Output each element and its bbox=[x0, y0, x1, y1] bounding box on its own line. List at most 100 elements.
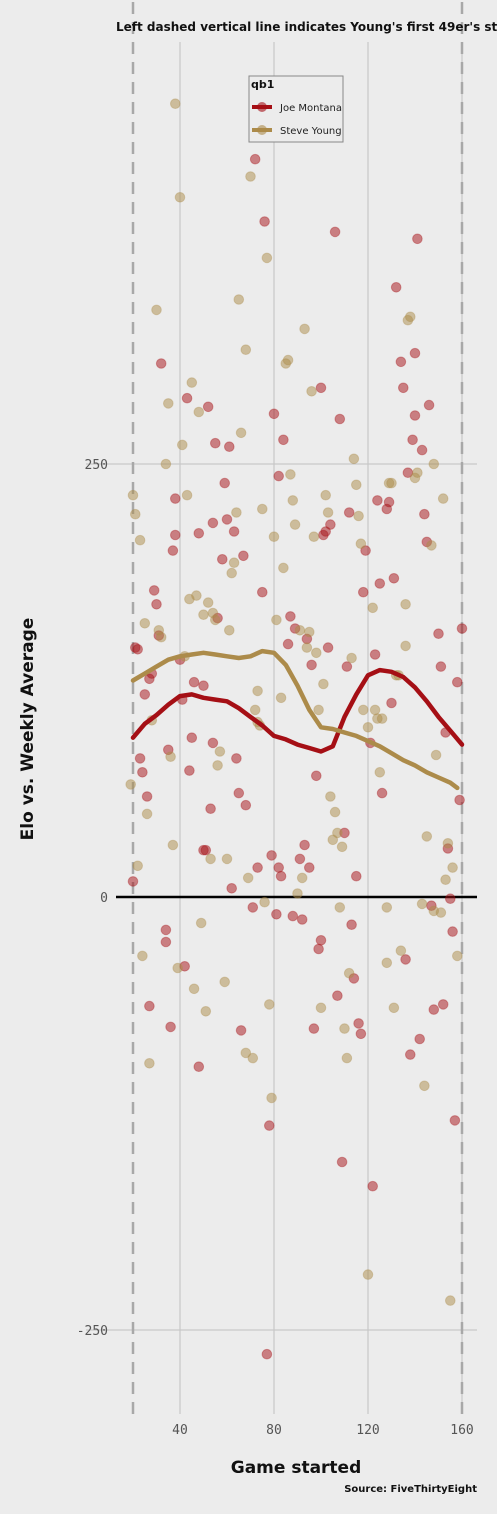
joe-montana-point bbox=[407, 434, 418, 446]
joe-montana-point bbox=[184, 765, 195, 776]
steve-young-point bbox=[172, 962, 183, 974]
steve-young-point bbox=[426, 540, 437, 551]
joe-montana-point bbox=[433, 628, 444, 640]
steve-young-point bbox=[336, 841, 348, 853]
steve-young-point bbox=[233, 294, 245, 305]
joe-montana-point bbox=[452, 676, 463, 688]
steve-young-point bbox=[296, 872, 308, 884]
steve-young-point bbox=[395, 945, 407, 957]
y-tick-label: 250 bbox=[85, 458, 108, 473]
joe-montana-point bbox=[416, 444, 428, 456]
steve-young-point bbox=[419, 1080, 430, 1092]
joe-montana-point bbox=[355, 1028, 367, 1040]
steve-young-point bbox=[339, 1023, 350, 1034]
steve-young-point bbox=[163, 398, 174, 409]
x-axis-label: Game started bbox=[231, 1458, 362, 1478]
joe-montana-point bbox=[259, 216, 270, 227]
joe-montana-point bbox=[329, 226, 341, 238]
joe-montana-point bbox=[167, 545, 179, 556]
steve-young-point bbox=[289, 519, 301, 530]
steve-young-point bbox=[374, 767, 386, 778]
joe-montana-point bbox=[287, 910, 299, 922]
steve-young-point bbox=[264, 999, 275, 1010]
joe-montana-point bbox=[207, 737, 219, 749]
joe-montana-point bbox=[419, 508, 430, 520]
joe-montana-point bbox=[139, 689, 151, 700]
steve-young-point bbox=[435, 907, 447, 918]
steve-young-point bbox=[278, 562, 289, 574]
steve-young-point bbox=[292, 888, 303, 899]
chart-title: Left dashed vertical line indicates Youn… bbox=[116, 20, 497, 34]
steve-young-point bbox=[311, 647, 322, 659]
steve-young-point bbox=[325, 791, 336, 802]
joe-montana-point bbox=[454, 794, 465, 806]
joe-montana-point bbox=[435, 661, 447, 672]
joe-montana-point bbox=[336, 1156, 348, 1168]
steve-young-point bbox=[440, 874, 451, 886]
joe-montana-point bbox=[447, 926, 458, 937]
joe-montana-point bbox=[226, 883, 237, 894]
joe-montana-point bbox=[315, 935, 327, 946]
joe-montana-point bbox=[170, 529, 181, 541]
steve-young-point bbox=[221, 853, 233, 865]
steve-young-point bbox=[226, 567, 237, 579]
joe-montana-point bbox=[367, 1180, 379, 1192]
joe-montana-point bbox=[224, 441, 235, 453]
joe-montana-point bbox=[400, 954, 411, 965]
joe-montana-point bbox=[217, 554, 228, 565]
steve-young-point bbox=[235, 427, 247, 439]
steve-young-point bbox=[334, 902, 346, 913]
joe-montana-point bbox=[273, 862, 285, 873]
y-tick-label: -250 bbox=[77, 1324, 108, 1339]
joe-montana-point bbox=[221, 514, 233, 525]
steve-young-point bbox=[452, 950, 463, 962]
joe-montana-point bbox=[299, 839, 310, 851]
steve-young-point bbox=[306, 386, 317, 397]
joe-montana-point bbox=[409, 347, 421, 359]
scatter-points bbox=[125, 98, 468, 1360]
joe-montana-point bbox=[151, 599, 162, 610]
steve-young-point bbox=[386, 477, 397, 489]
joe-montana-point bbox=[155, 358, 167, 369]
joe-montana-point bbox=[369, 649, 381, 660]
dashed-reference-lines bbox=[131, 2, 464, 1414]
joe-montana-point bbox=[148, 585, 160, 596]
steve-young-point bbox=[343, 967, 355, 979]
joe-montana-point bbox=[235, 1025, 247, 1036]
steve-young-point bbox=[240, 1047, 252, 1059]
joe-montana-point bbox=[193, 1061, 205, 1072]
joe-montana-point bbox=[252, 862, 263, 873]
steve-young-point bbox=[139, 618, 151, 629]
joe-montana-point bbox=[200, 844, 212, 856]
joe-montana-point bbox=[405, 1049, 416, 1060]
joe-montana-point bbox=[311, 770, 322, 782]
joe-montana-smooth-line bbox=[130, 667, 465, 754]
joe-montana-point bbox=[306, 659, 317, 671]
joe-montana-point bbox=[395, 356, 407, 368]
steve-young-point bbox=[320, 489, 332, 501]
steve-young-point bbox=[381, 957, 393, 969]
steve-young-point bbox=[224, 625, 235, 636]
y-axis-label: Elo vs. Weekly Average bbox=[18, 618, 38, 841]
steve-young-point bbox=[177, 439, 188, 451]
steve-young-point bbox=[318, 678, 329, 690]
joe-montana-point bbox=[294, 853, 306, 865]
steve-young-point bbox=[322, 507, 334, 518]
joe-montana-point bbox=[296, 914, 308, 925]
steve-young-point bbox=[245, 171, 256, 182]
joe-montana-point bbox=[351, 870, 362, 882]
steve-young-point bbox=[212, 760, 223, 771]
joe-montana-point bbox=[428, 1004, 440, 1015]
steve-young-point bbox=[193, 406, 205, 418]
joe-montana-point bbox=[358, 586, 369, 598]
x-tick-label: 120 bbox=[356, 1423, 379, 1438]
joe-montana-point bbox=[137, 767, 148, 778]
joe-montana-point bbox=[141, 791, 153, 802]
steve-young-point bbox=[304, 626, 315, 638]
joe-montana-point bbox=[271, 909, 282, 920]
steve-young-point bbox=[299, 323, 310, 335]
steve-young-point bbox=[381, 902, 393, 913]
steve-young-point bbox=[445, 1295, 456, 1306]
steve-young-point bbox=[275, 692, 287, 704]
